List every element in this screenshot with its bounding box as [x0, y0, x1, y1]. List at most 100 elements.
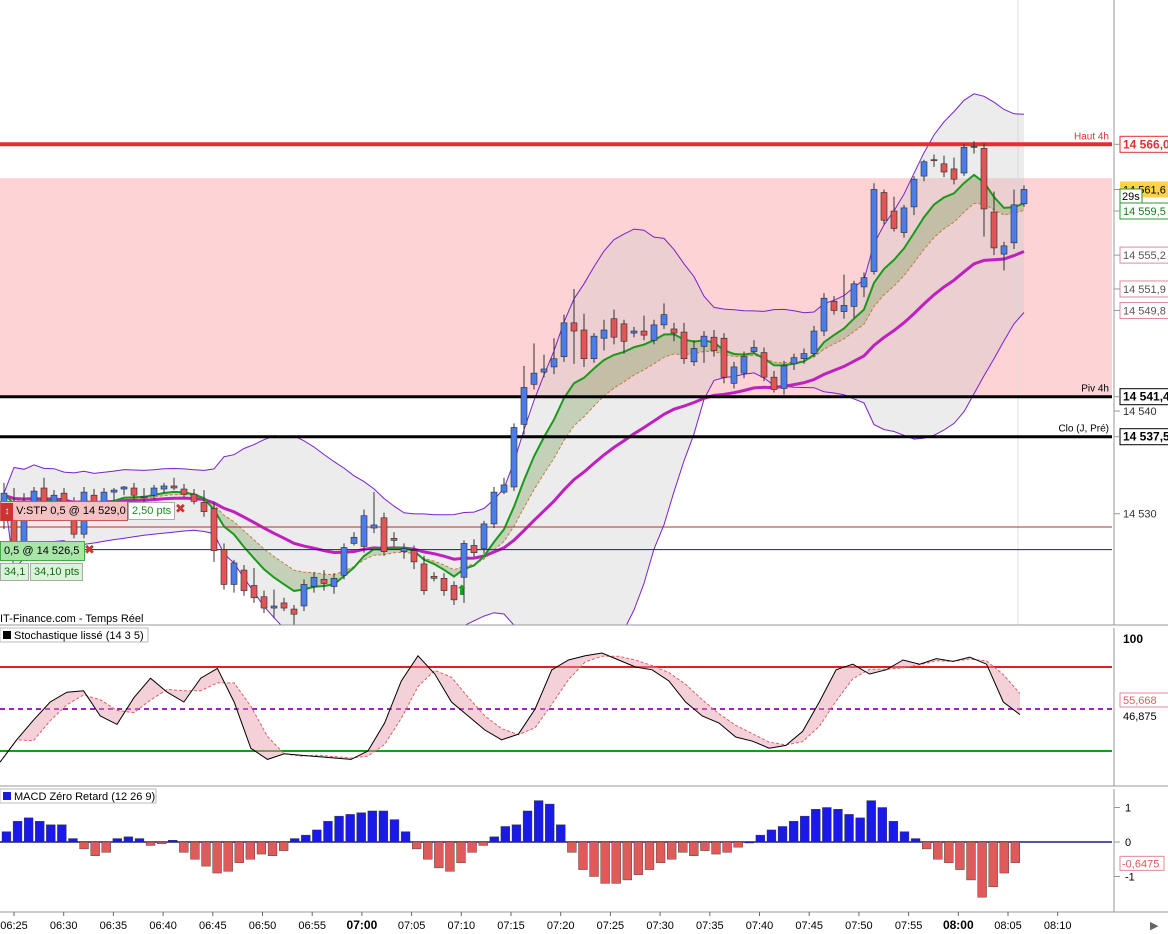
candle-body [620, 323, 628, 342]
source-label: IT-Finance.com - Temps Réel [0, 613, 143, 625]
candle-body [510, 427, 518, 488]
macd-bar [234, 841, 244, 863]
candle-body [740, 356, 748, 374]
macd-bar [489, 836, 499, 843]
candle-body [1000, 245, 1008, 255]
macd-bar [256, 841, 267, 855]
macd-bar [899, 831, 910, 843]
axis-price-label: 14 555,2 [1123, 250, 1166, 262]
candle-body [870, 189, 878, 272]
macd-bar [877, 807, 887, 843]
candle-body [700, 335, 708, 347]
macd-bar [578, 841, 588, 870]
time-axis: 06:25 06:30 06:35 06:40 06:45 06:50 06:55 07:00… [0, 911, 1168, 932]
macd-bar [800, 815, 810, 843]
candle-body [460, 543, 468, 578]
slow-ma-line [3, 250, 1025, 561]
candle-body [210, 508, 218, 551]
drag-handle-icon[interactable]: ↕ [1, 503, 13, 521]
price-panel: ⬆ IT-Finance.com - Temps Réel Haut 4h Piv 4… [0, 0, 1168, 626]
time-tick-label: 07:15 [497, 920, 525, 932]
time-tick-label: 07:20 [547, 920, 575, 932]
macd-bar [766, 829, 777, 843]
macd-bar [533, 800, 544, 843]
candle-body [1020, 189, 1028, 205]
stoch-color-swatch [3, 631, 11, 639]
candle-body [500, 484, 508, 493]
axis-price-label: 14 549,8 [1123, 306, 1166, 318]
candle-body [490, 491, 498, 525]
candle-body [200, 502, 208, 512]
macd-bar [500, 826, 511, 843]
candle-body [230, 562, 238, 585]
macd-color-swatch [3, 792, 11, 800]
candle-body [290, 608, 298, 615]
time-tick-label: 06:25 [0, 920, 28, 932]
buy-arrow-icon: ⬆ [456, 582, 468, 598]
price-plot-area: ⬆ [0, 0, 1112, 625]
countdown-box [1119, 188, 1143, 204]
candle-body [280, 602, 288, 609]
candle-body [450, 585, 458, 601]
macd-bar [922, 841, 932, 850]
macd-bar [478, 841, 488, 846]
candle-body [710, 336, 718, 351]
macd-bar [633, 841, 644, 875]
bollinger-fill [4, 93, 1024, 625]
macd-bar [345, 814, 355, 843]
time-tick-label: 07:50 [845, 920, 873, 932]
candle-body [730, 366, 738, 384]
stoch-value-box [1119, 692, 1168, 708]
cancel-stop-order-icon[interactable]: ✖ [175, 501, 186, 516]
macd-bar [367, 810, 377, 843]
time-tick-label: 06:30 [50, 920, 78, 932]
macd-bar [855, 817, 865, 843]
macd-bar [678, 841, 688, 853]
macd-bar [90, 841, 100, 857]
candle-body [990, 211, 998, 249]
macd-bar [888, 821, 899, 843]
macd-bar [389, 819, 400, 843]
time-tick-label: 06:50 [249, 920, 277, 932]
candle-body [320, 579, 328, 584]
candle-body [980, 148, 988, 210]
macd-bar [988, 841, 998, 888]
time-tick-label: 07:40 [746, 920, 774, 932]
candle-body [570, 322, 578, 332]
time-tick-label: 07:05 [398, 920, 426, 932]
macd-title-box [0, 788, 157, 804]
candle-body [810, 330, 818, 354]
macd-bar [356, 812, 366, 843]
candle-body [940, 163, 948, 173]
position-tag[interactable]: 0,5 @ 14 526,5 [0, 541, 85, 561]
time-tick-label: 08:00 [943, 918, 974, 932]
macd-bar [134, 838, 145, 843]
macd-bar [611, 841, 621, 884]
candle-body [470, 545, 478, 553]
axis-price-label: 14 530 [1123, 509, 1157, 521]
candle-body [670, 328, 678, 334]
axis-price-label: 14 559,5 [1123, 206, 1166, 218]
macd-bar [844, 814, 854, 843]
time-tick-label: 07:00 [347, 918, 378, 932]
stoch-d-value: 55,668 [1123, 695, 1157, 707]
macd-bar [700, 841, 710, 851]
candle-body [160, 485, 168, 490]
stochastic-panel: Stochastique lissé (14 3 5) 100 55,668 46,8… [0, 627, 1168, 787]
candle-body [610, 318, 618, 338]
candle-body [680, 331, 688, 360]
candle-body [250, 585, 258, 599]
candle-body [350, 536, 358, 544]
countdown-label: 29s [1122, 191, 1140, 203]
candle-body [170, 485, 178, 489]
candle-body [410, 550, 418, 563]
macd-bar [312, 829, 322, 843]
candle-body [440, 577, 448, 591]
close-position-icon[interactable]: ✖ [84, 542, 95, 557]
stop-order-tag[interactable]: ↕ V:STP 0,5 @ 14 529,0 [0, 501, 128, 521]
candle-body [220, 549, 228, 585]
candle-body [120, 486, 128, 490]
time-tick-label: 08:10 [1044, 920, 1072, 932]
stop-order-pts: 2,50 pts [128, 502, 176, 520]
